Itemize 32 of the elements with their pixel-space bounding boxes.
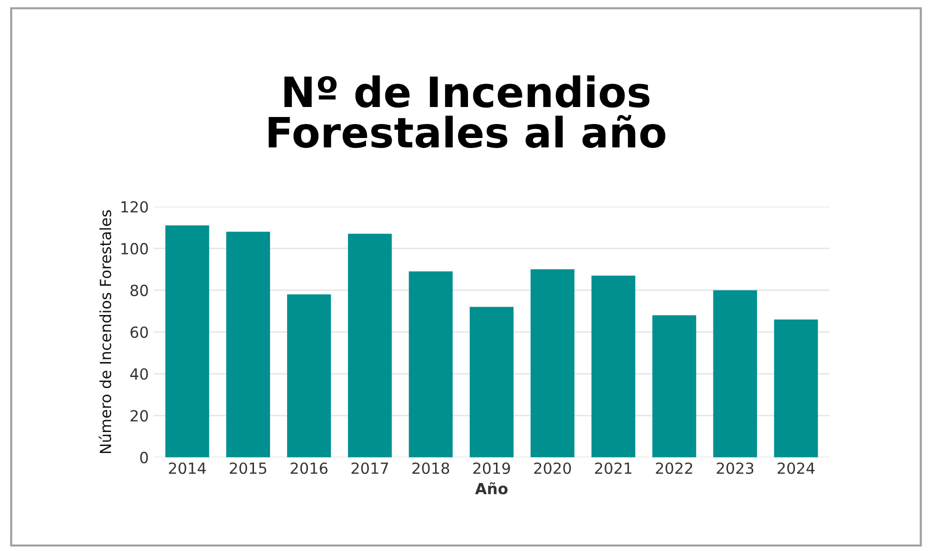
x-tick-label: 2014 (168, 462, 206, 474)
y-tick-label: 20 (130, 410, 148, 422)
bar (652, 315, 696, 458)
y-tick-label: 60 (130, 326, 148, 338)
bar (774, 319, 818, 458)
x-tick-label: 2019 (473, 462, 510, 474)
x-tick-label: 2016 (290, 462, 328, 474)
y-tick-label: 40 (130, 368, 148, 380)
y-tick-label: 100 (121, 242, 148, 254)
x-axis-title: Año (475, 482, 508, 494)
bar (713, 290, 758, 458)
x-tick-label: 2015 (230, 462, 266, 474)
x-tick-label: 2023 (716, 462, 754, 474)
bar (226, 232, 270, 458)
x-tick-label: 2024 (778, 462, 815, 474)
bar (287, 294, 331, 458)
chart-title: Nº de Incendios Forestales al año (268, 75, 666, 148)
bar (408, 271, 453, 458)
bar (530, 269, 574, 458)
x-tick-label: 2022 (656, 462, 692, 474)
y-tick-label: 80 (130, 284, 148, 296)
bar (348, 234, 392, 458)
bar (165, 225, 210, 458)
y-tick-label: 0 (140, 452, 148, 464)
x-tick-label: 2018 (412, 462, 450, 474)
x-tick-label: 2020 (534, 462, 571, 474)
y-tick-label: 120 (121, 201, 148, 213)
x-tick-label: 2021 (595, 462, 632, 474)
bar (591, 276, 636, 458)
y-axis-title: Número de Incendios Forestales (98, 210, 112, 454)
x-tick-label: 2017 (352, 462, 388, 474)
bar (470, 306, 514, 458)
